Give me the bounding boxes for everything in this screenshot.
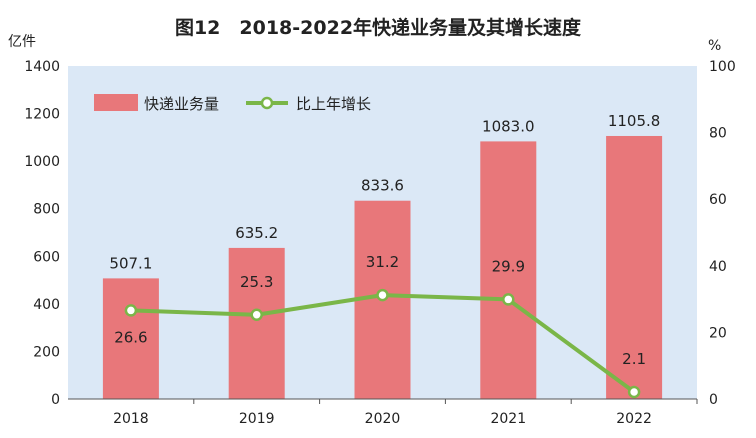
line-value-label: 2.1 (622, 350, 646, 368)
right-tick-label: 60 (709, 192, 727, 208)
line-point (124, 304, 138, 317)
x-tick-label: 2020 (365, 411, 401, 427)
bar-value-label: 635.2 (235, 224, 278, 242)
x-tick-label: 2019 (239, 411, 275, 427)
right-axis-unit: % (708, 38, 721, 54)
legend: 快递业务量 比上年增长 (94, 94, 371, 113)
right-tick-label: 80 (709, 126, 727, 142)
bar (228, 247, 285, 399)
left-tick-label: 1200 (24, 107, 60, 123)
line-value-label: 31.2 (366, 253, 399, 271)
bar (480, 141, 537, 400)
bar-value-label: 507.1 (109, 254, 152, 272)
legend-bar-label: 快递业务量 (144, 95, 219, 113)
x-tick-label: 2022 (616, 411, 652, 427)
right-tick-label: 20 (709, 325, 727, 341)
right-tick-label: 40 (709, 259, 727, 275)
left-tick-label: 400 (33, 297, 60, 313)
left-tick-label: 0 (51, 392, 60, 408)
legend-bar-swatch (94, 94, 138, 111)
left-tick-label: 1000 (24, 154, 60, 170)
left-axis: 0 200 400 600 800 1000 1200 1400 (24, 59, 60, 408)
left-tick-label: 600 (33, 249, 60, 265)
legend-line-label: 比上年增长 (296, 95, 371, 113)
x-tick-label: 2021 (490, 411, 526, 427)
right-axis: 0 20 40 60 80 100 (709, 59, 736, 408)
left-tick-label: 1400 (24, 59, 60, 75)
left-axis-unit: 亿件 (8, 34, 36, 50)
legend-line-marker (260, 96, 274, 110)
x-tick-label: 2018 (113, 411, 149, 427)
line-value-label: 26.6 (114, 328, 147, 346)
line-point (502, 293, 515, 306)
line-point (250, 308, 263, 322)
bar (102, 278, 159, 399)
line-point (627, 385, 641, 399)
right-tick-label: 100 (709, 59, 736, 75)
left-tick-label: 800 (33, 202, 60, 218)
line-point (376, 288, 389, 302)
bar-value-label: 833.6 (361, 177, 404, 195)
left-tick-label: 200 (33, 344, 60, 360)
bar-value-label: 1083.0 (482, 117, 535, 135)
line-series: 26.6 25.3 31.2 29.9 2.1 (114, 253, 646, 399)
chart-title: 图12 2018-2022年快递业务量及其增长速度 (175, 16, 582, 39)
line-value-label: 25.3 (240, 273, 273, 291)
right-tick-label: 0 (709, 392, 718, 408)
line-value-label: 29.9 (492, 257, 525, 275)
x-axis: 2018 2019 2020 2021 2022 (68, 398, 698, 427)
bar (606, 135, 663, 399)
bar-value-label: 1105.8 (608, 112, 661, 130)
